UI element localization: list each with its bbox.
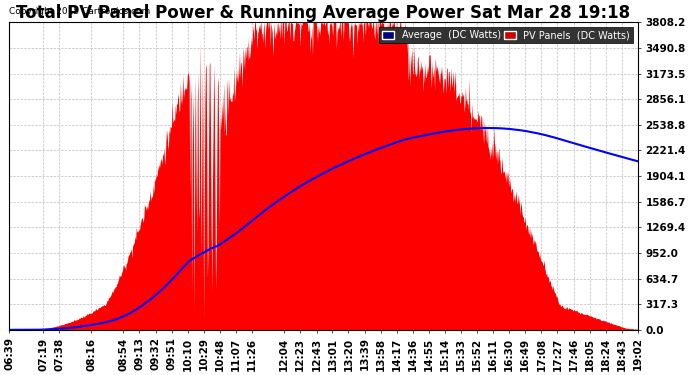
Title: Total PV Panel Power & Running Average Power Sat Mar 28 19:18: Total PV Panel Power & Running Average P… [17, 4, 631, 22]
Text: Copyright 2015 Cartronics.com: Copyright 2015 Cartronics.com [9, 7, 150, 16]
Legend: Average  (DC Watts), PV Panels  (DC Watts): Average (DC Watts), PV Panels (DC Watts) [380, 27, 633, 43]
